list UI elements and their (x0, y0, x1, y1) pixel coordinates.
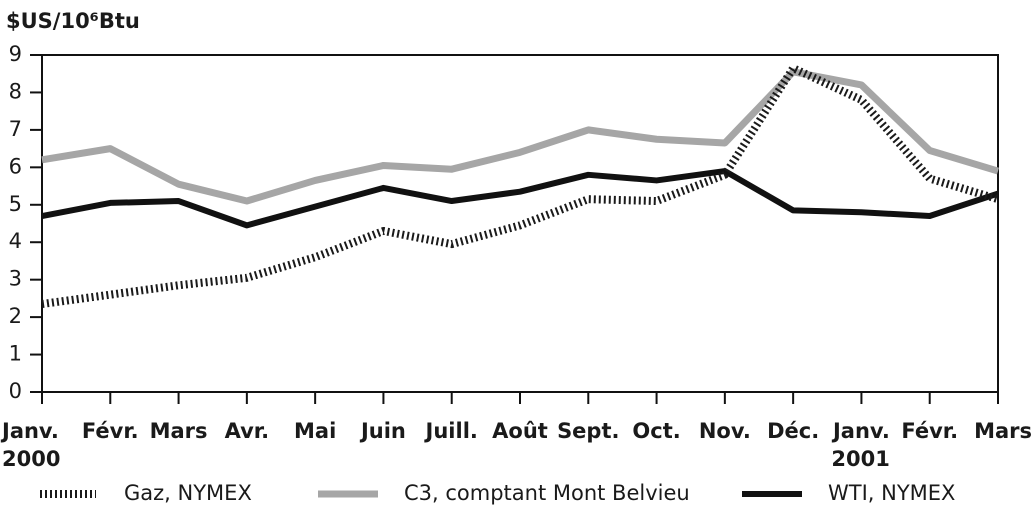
legend-label: C3, comptant Mont Belvieu (404, 481, 690, 505)
x-tick-label: Sept. (557, 419, 619, 443)
x-year-label: 2001 (831, 447, 889, 471)
y-tick-label: 4 (9, 229, 22, 253)
x-tick-label: Juin (359, 419, 406, 443)
series-line (41, 64, 1000, 308)
y-tick-label: 3 (9, 267, 22, 291)
x-tick-label: Août (492, 419, 548, 443)
y-tick-label: 9 (9, 42, 22, 66)
x-tick-label: Oct. (632, 419, 680, 443)
y-tick-label: 5 (9, 192, 22, 216)
x-tick-label: Juill. (424, 419, 478, 443)
x-tick-label: Févr. (901, 419, 958, 443)
y-tick-label: 1 (9, 342, 22, 366)
y-tick-label: 7 (9, 117, 22, 141)
x-tick-label: Janv. (831, 419, 890, 443)
series-line (41, 168, 999, 229)
plot-frame (41, 54, 999, 393)
x-year-label: 2000 (2, 447, 60, 471)
y-axis-label: $US/10⁶Btu (6, 9, 140, 33)
series-line (41, 68, 1000, 205)
y-tick-label: 6 (9, 154, 22, 178)
x-tick-label: Nov. (699, 419, 751, 443)
x-tick-label: Avr. (225, 419, 270, 443)
x-tick-label: Févr. (82, 419, 139, 443)
x-tick-label: Mai (294, 419, 336, 443)
y-tick-label: 0 (9, 379, 22, 403)
y-tick-label: 8 (9, 79, 22, 103)
legend-label: WTI, NYMEX (828, 481, 955, 505)
x-tick-label: Janv. (0, 419, 59, 443)
x-tick-label: Déc. (767, 419, 819, 443)
legend-label: Gaz, NYMEX (124, 481, 252, 505)
y-tick-label: 2 (9, 304, 22, 328)
x-tick-label: Mars (974, 419, 1032, 443)
x-tick-label: Mars (150, 419, 208, 443)
